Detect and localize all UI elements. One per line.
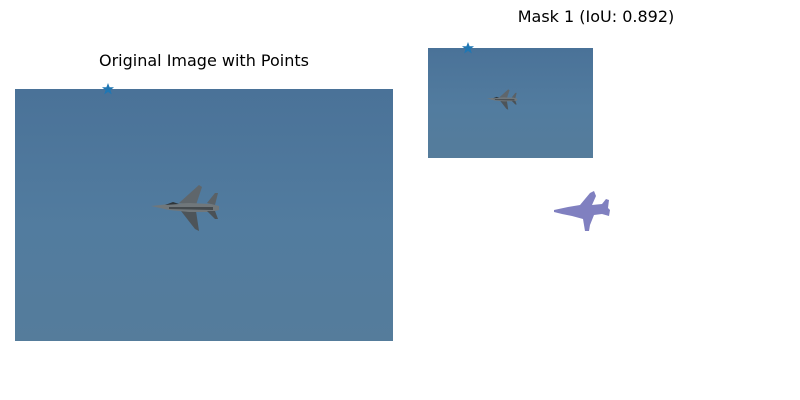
mask-panel-title: Mask 1 (IoU: 0.892) [517,7,675,26]
original-image [15,89,393,341]
left-panel-title: Original Image with Points [99,51,309,70]
star-icon [462,42,474,54]
jet-icon [486,89,518,110]
star-icon [102,83,114,95]
jet-icon [151,185,219,231]
mask-image [428,48,593,158]
segmentation-mask [554,191,610,231]
